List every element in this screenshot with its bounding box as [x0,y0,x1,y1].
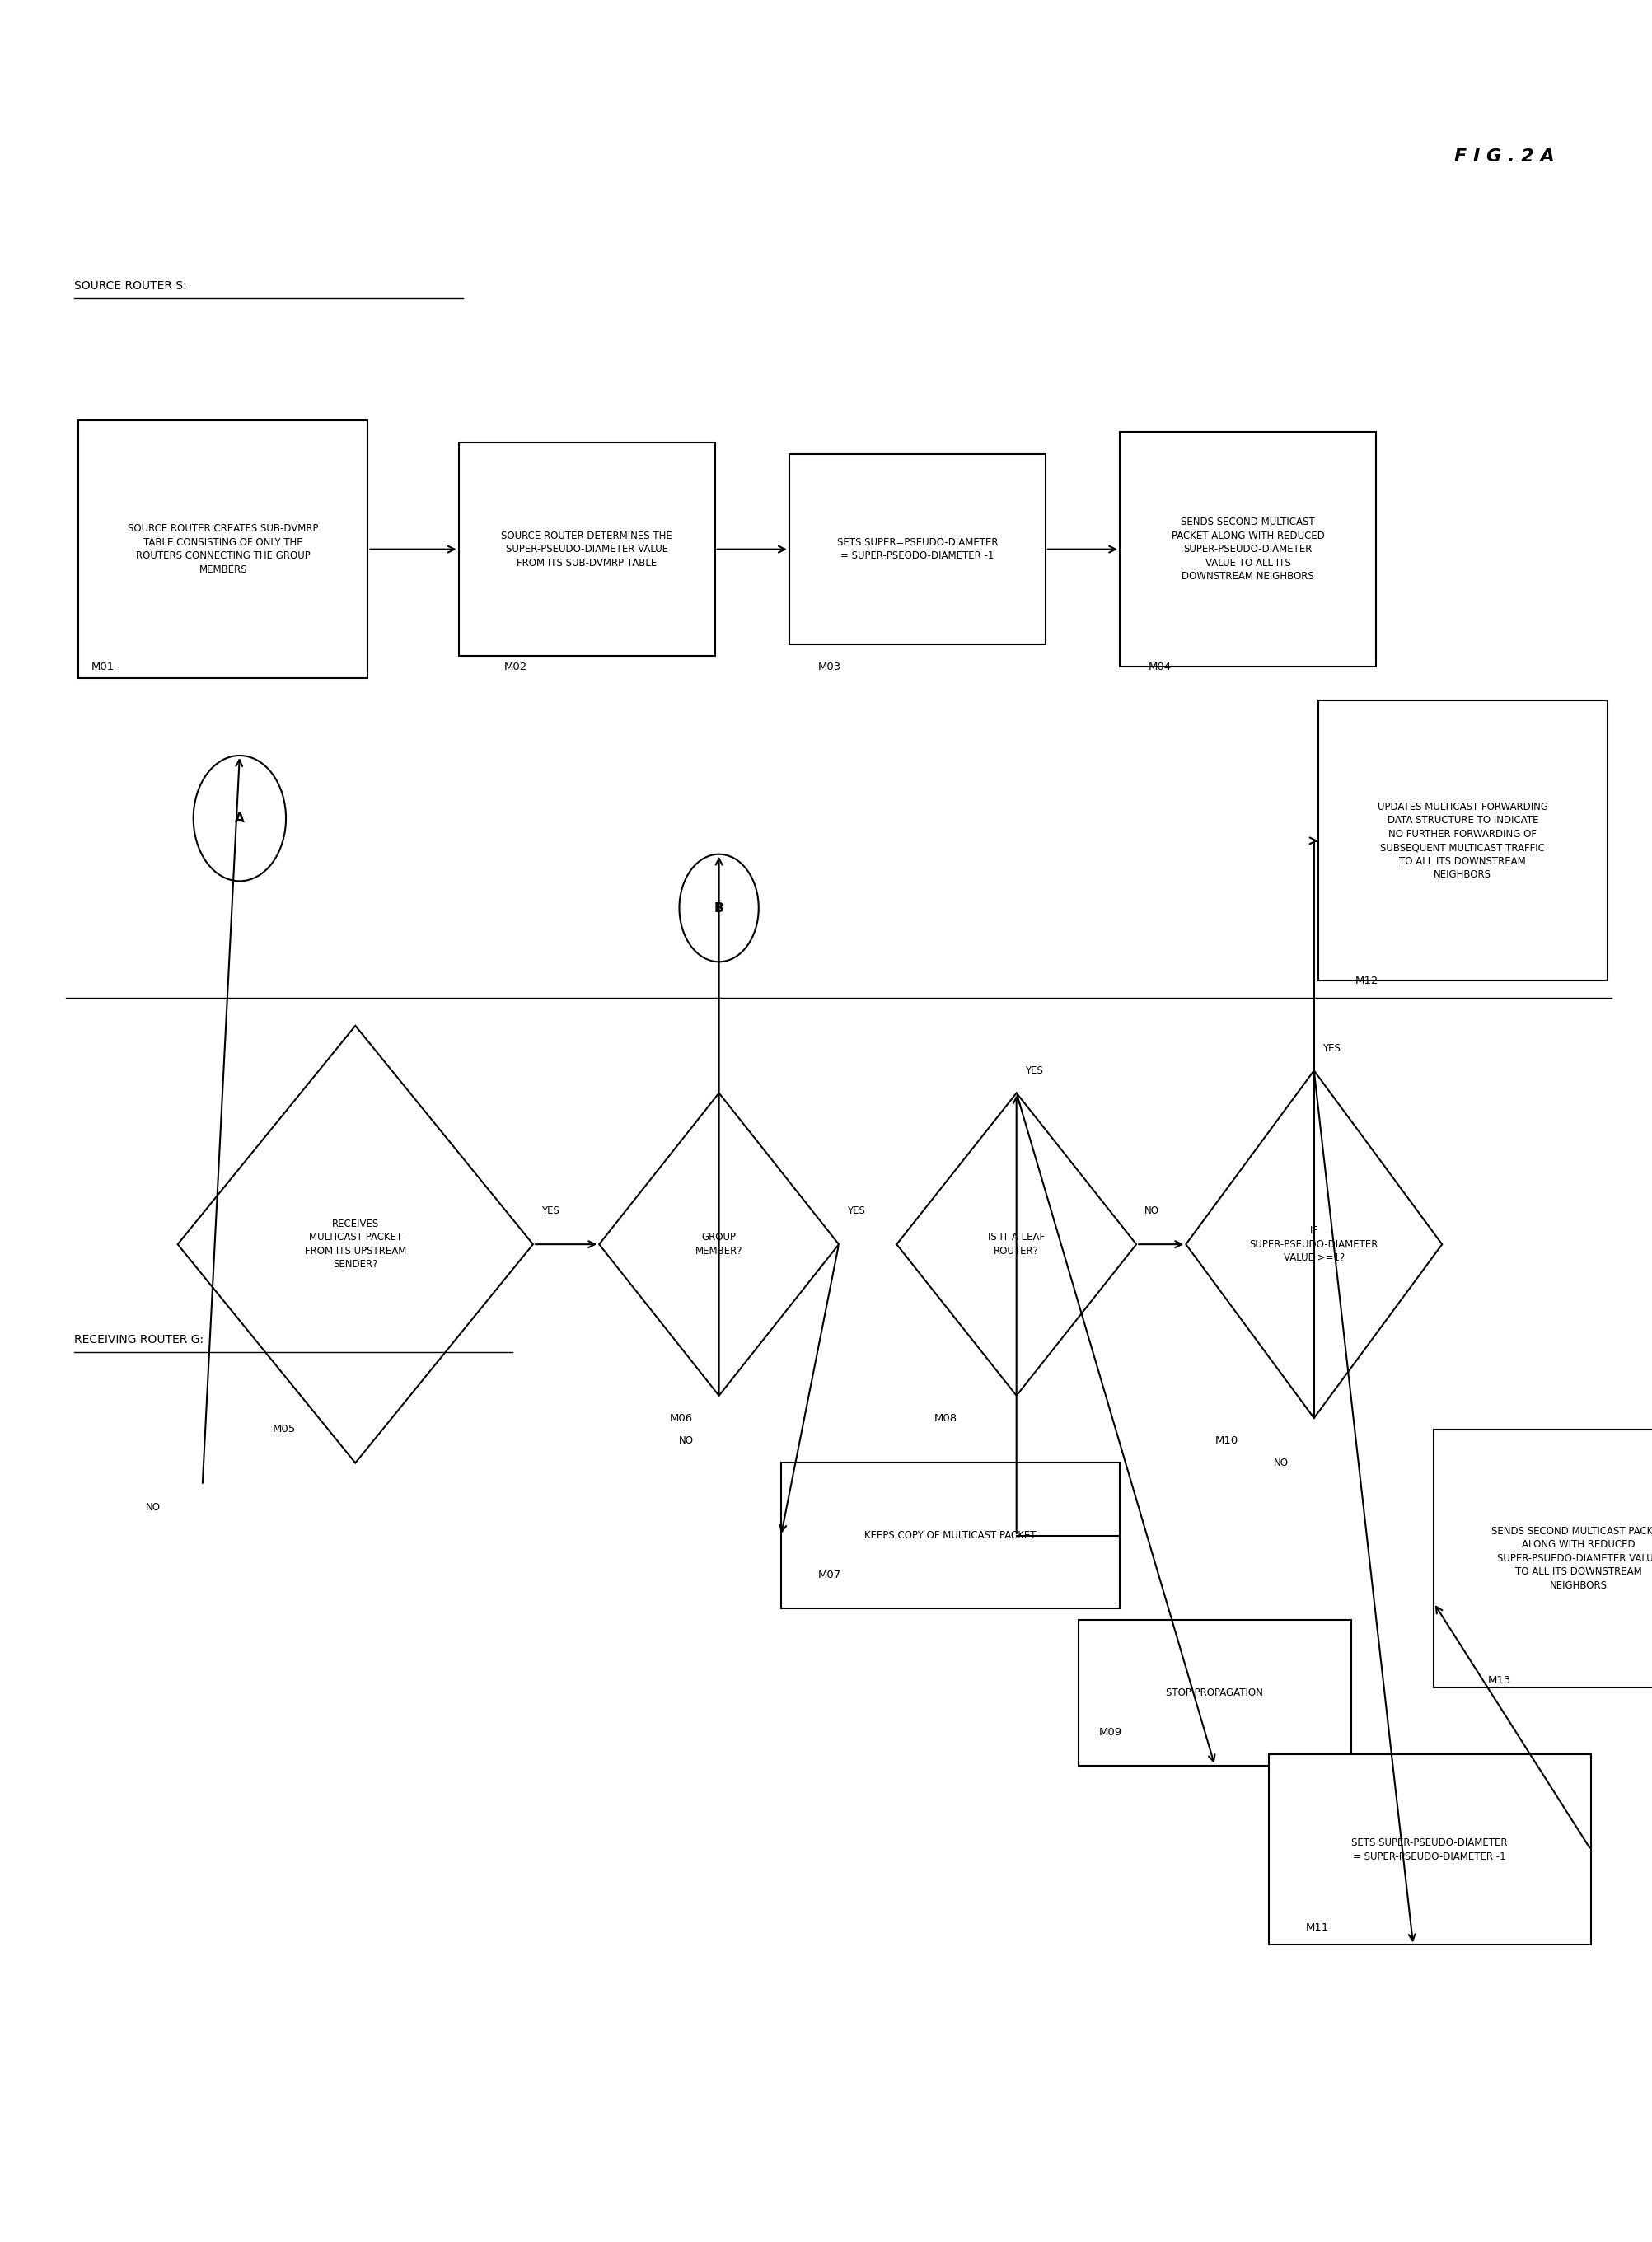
Text: M13: M13 [1487,1675,1510,1686]
Text: SOURCE ROUTER DETERMINES THE
SUPER-PSEUDO-DIAMETER VALUE
FROM ITS SUB-DVMRP TABL: SOURCE ROUTER DETERMINES THE SUPER-PSEUD… [501,531,672,567]
Text: M09: M09 [1099,1726,1122,1738]
Text: SENDS SECOND MULTICAST
PACKET ALONG WITH REDUCED
SUPER-PSEUDO-DIAMETER
VALUE TO : SENDS SECOND MULTICAST PACKET ALONG WITH… [1171,516,1323,583]
Text: M01: M01 [91,661,114,673]
Text: YES: YES [1322,1043,1340,1054]
Text: SOURCE ROUTER CREATES SUB-DVMRP
TABLE CONSISTING OF ONLY THE
ROUTERS CONNECTING : SOURCE ROUTER CREATES SUB-DVMRP TABLE CO… [127,525,319,574]
Text: SOURCE ROUTER S:: SOURCE ROUTER S: [74,280,187,291]
Text: M10: M10 [1214,1435,1237,1446]
Text: NO: NO [1274,1457,1287,1469]
Text: M02: M02 [504,661,527,673]
Text: NO: NO [679,1435,692,1446]
Text: RECEIVING ROUTER G:: RECEIVING ROUTER G: [74,1334,203,1345]
Circle shape [679,854,758,962]
Text: UPDATES MULTICAST FORWARDING
DATA STRUCTURE TO INDICATE
NO FURTHER FORWARDING OF: UPDATES MULTICAST FORWARDING DATA STRUCT… [1376,800,1548,881]
Text: M04: M04 [1148,661,1171,673]
Text: SENDS SECOND MULTICAST PACKET
ALONG WITH REDUCED
SUPER-PSUEDO-DIAMETER VALUE
TO : SENDS SECOND MULTICAST PACKET ALONG WITH… [1490,1525,1652,1592]
FancyBboxPatch shape [1077,1619,1351,1767]
Text: NO: NO [1143,1206,1158,1215]
Text: M11: M11 [1305,1921,1328,1933]
Circle shape [193,756,286,881]
Text: M12: M12 [1355,975,1378,986]
Text: YES: YES [846,1206,864,1215]
Polygon shape [598,1094,838,1395]
FancyBboxPatch shape [1120,430,1374,668]
Text: A: A [235,812,244,825]
FancyBboxPatch shape [79,421,368,677]
FancyBboxPatch shape [458,444,714,655]
Text: YES: YES [542,1206,558,1215]
Text: M03: M03 [818,661,841,673]
Text: B: B [714,901,724,915]
Text: M07: M07 [818,1569,841,1581]
FancyBboxPatch shape [1318,700,1606,982]
Text: SETS SUPER-PSEUDO-DIAMETER
= SUPER-PSEUDO-DIAMETER -1: SETS SUPER-PSEUDO-DIAMETER = SUPER-PSEUD… [1351,1838,1507,1861]
FancyBboxPatch shape [1432,1430,1652,1686]
FancyBboxPatch shape [1269,1753,1589,1944]
Text: M08: M08 [933,1412,957,1424]
Text: SETS SUPER=PSEUDO-DIAMETER
= SUPER-PSEODO-DIAMETER -1: SETS SUPER=PSEUDO-DIAMETER = SUPER-PSEOD… [836,538,998,560]
Text: NO: NO [145,1502,160,1513]
Text: YES: YES [1024,1065,1042,1076]
Polygon shape [1186,1072,1441,1419]
FancyBboxPatch shape [780,1464,1120,1610]
Text: RECEIVES
MULTICAST PACKET
FROM ITS UPSTREAM
SENDER?: RECEIVES MULTICAST PACKET FROM ITS UPSTR… [304,1220,406,1269]
Polygon shape [178,1027,532,1462]
FancyBboxPatch shape [790,453,1046,643]
Text: KEEPS COPY OF MULTICAST PACKET: KEEPS COPY OF MULTICAST PACKET [864,1531,1036,1540]
Polygon shape [895,1094,1137,1395]
Text: GROUP
MEMBER?: GROUP MEMBER? [695,1233,742,1256]
Text: M06: M06 [669,1412,692,1424]
Text: IF
SUPER-PSEUDO-DIAMETER
VALUE >=1?: IF SUPER-PSEUDO-DIAMETER VALUE >=1? [1249,1226,1378,1262]
Text: IS IT A LEAF
ROUTER?: IS IT A LEAF ROUTER? [988,1233,1044,1256]
Text: STOP PROPAGATION: STOP PROPAGATION [1166,1688,1262,1697]
Text: F I G . 2 A: F I G . 2 A [1454,148,1555,166]
Text: M05: M05 [273,1424,296,1435]
